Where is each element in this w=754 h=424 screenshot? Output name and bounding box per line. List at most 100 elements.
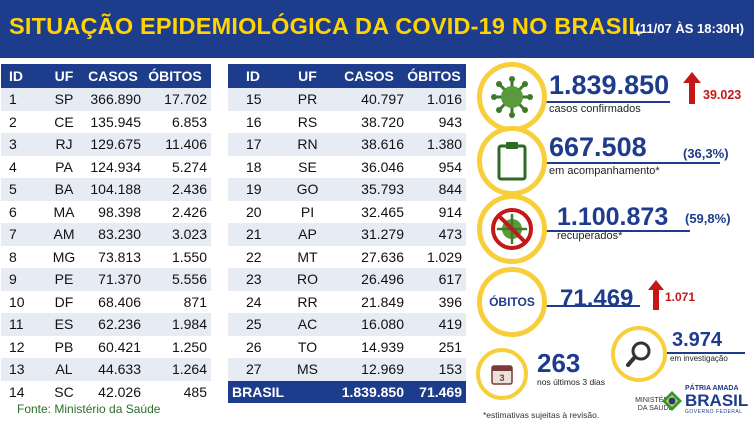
- cell-uf: TO: [281, 335, 334, 358]
- cell-uf: BA: [43, 178, 85, 201]
- cell-casos: 26.496: [334, 268, 406, 291]
- cell-obitos: 17.702: [143, 88, 211, 111]
- col-header-casos: CASOS: [334, 64, 406, 88]
- brasil-flag-icon: [662, 391, 682, 411]
- col-header-uf: UF: [43, 64, 85, 88]
- table-row: 3 RJ 129.675 11.406: [1, 133, 211, 156]
- magnifier-icon-circle: [611, 326, 667, 382]
- col-header-id: ID: [1, 64, 43, 88]
- cell-uf: MT: [281, 245, 334, 268]
- cell-id: 22: [228, 245, 281, 268]
- table-header-row: ID UF CASOS ÓBITOS: [1, 64, 211, 88]
- cell-obitos: 153: [406, 358, 466, 381]
- no-virus-icon: [491, 208, 533, 250]
- ultimos-label: nos últimos 3 dias: [537, 377, 606, 387]
- cell-id: 9: [1, 268, 43, 291]
- table-row: 27 MS 12.969 153: [228, 358, 466, 381]
- cell-uf: DF: [43, 290, 85, 313]
- cell-id: 17: [228, 133, 281, 156]
- cell-id: 13: [1, 358, 43, 381]
- cell-id: 11: [1, 313, 43, 336]
- table-row: 12 PB 60.421 1.250: [1, 335, 211, 358]
- cell-obitos: 5.274: [143, 155, 211, 178]
- cell-id: 1: [1, 88, 43, 111]
- cell-casos: 32.465: [334, 200, 406, 223]
- footnote: *estimativas sujeitas à revisão.: [483, 410, 600, 420]
- cell-id: 27: [228, 358, 281, 381]
- cell-id: 2: [1, 110, 43, 133]
- cell-casos: 62.236: [85, 313, 143, 336]
- ministerio-logo: MINISTÉRIO DA SAÚDE: [635, 397, 676, 412]
- cell-casos: 38.616: [334, 133, 406, 156]
- table-row: 11 ES 62.236 1.984: [1, 313, 211, 336]
- confirmados-delta: 39.023: [703, 88, 742, 102]
- up-arrow-icon: [648, 280, 664, 310]
- cell-obitos: 251: [406, 335, 466, 358]
- cell-uf: PR: [281, 88, 334, 111]
- brasil-logo: PÁTRIA AMADA BRASIL GOVERNO FEDERAL: [685, 385, 748, 415]
- cell-casos: 44.633: [85, 358, 143, 381]
- connector-line: [520, 101, 670, 103]
- cell-obitos: 1.550: [143, 245, 211, 268]
- brasil-text: BRASIL: [685, 391, 749, 410]
- clipboard-icon: [497, 142, 527, 181]
- cell-casos: 73.813: [85, 245, 143, 268]
- cell-id: 12: [1, 335, 43, 358]
- obitos-value: 71.469: [560, 285, 634, 312]
- cell-obitos: 396: [406, 290, 466, 313]
- cell-casos: 31.279: [334, 223, 406, 246]
- cell-casos: 42.026: [85, 380, 143, 403]
- cell-id: 5: [1, 178, 43, 201]
- calendar-icon: 3: [491, 365, 513, 385]
- table-row: 19 GO 35.793 844: [228, 178, 466, 201]
- no-virus-icon-circle: [477, 194, 547, 264]
- cell-id: 25: [228, 313, 281, 336]
- brasil-total-row: BRASIL 1.839.850 71.469: [228, 380, 466, 403]
- brasil-casos: 1.839.850: [334, 380, 406, 403]
- connector-line: [520, 305, 640, 307]
- cell-casos: 16.080: [334, 313, 406, 336]
- table-row: 26 TO 14.939 251: [228, 335, 466, 358]
- patria-text: PÁTRIA AMADA: [685, 385, 739, 392]
- cell-casos: 366.890: [85, 88, 143, 111]
- cell-casos: 35.793: [334, 178, 406, 201]
- cell-uf: PA: [43, 155, 85, 178]
- cell-uf: RO: [281, 268, 334, 291]
- table-header-row: ID UF CASOS ÓBITOS: [228, 64, 466, 88]
- acompanhamento-pct: (36,3%): [683, 146, 729, 161]
- ultimos-value: 263: [537, 348, 581, 378]
- brasil-obitos: 71.469: [406, 380, 466, 403]
- investigacao-label: em investigação: [670, 354, 728, 363]
- cell-obitos: 5.556: [143, 268, 211, 291]
- cell-id: 20: [228, 200, 281, 223]
- cell-casos: 104.188: [85, 178, 143, 201]
- cell-obitos: 485: [143, 380, 211, 403]
- cell-obitos: 473: [406, 223, 466, 246]
- cell-uf: RN: [281, 133, 334, 156]
- cell-uf: RR: [281, 290, 334, 313]
- cell-id: 19: [228, 178, 281, 201]
- cell-casos: 38.720: [334, 110, 406, 133]
- cell-id: 4: [1, 155, 43, 178]
- cell-obitos: 943: [406, 110, 466, 133]
- table-row: 7 AM 83.230 3.023: [1, 223, 211, 246]
- cell-casos: 71.370: [85, 268, 143, 291]
- cell-id: 26: [228, 335, 281, 358]
- table-row: 2 CE 135.945 6.853: [1, 110, 211, 133]
- confirmados-value: 1.839.850: [549, 70, 670, 100]
- cell-casos: 12.969: [334, 358, 406, 381]
- cell-uf: ES: [43, 313, 85, 336]
- table-row: 15 PR 40.797 1.016: [228, 88, 466, 111]
- governo-text: GOVERNO FEDERAL: [685, 409, 743, 415]
- cell-id: 8: [1, 245, 43, 268]
- cell-obitos: 914: [406, 200, 466, 223]
- table-row: 23 RO 26.496 617: [228, 268, 466, 291]
- cell-uf: MA: [43, 200, 85, 223]
- cell-id: 24: [228, 290, 281, 313]
- cell-id: 10: [1, 290, 43, 313]
- table-row: 16 RS 38.720 943: [228, 110, 466, 133]
- cell-uf: SP: [43, 88, 85, 111]
- up-arrow-icon: [683, 72, 701, 104]
- header-banner: SITUAÇÃO EPIDEMIOLÓGICA DA COVID-19 NO B…: [0, 0, 754, 58]
- cell-obitos: 1.380: [406, 133, 466, 156]
